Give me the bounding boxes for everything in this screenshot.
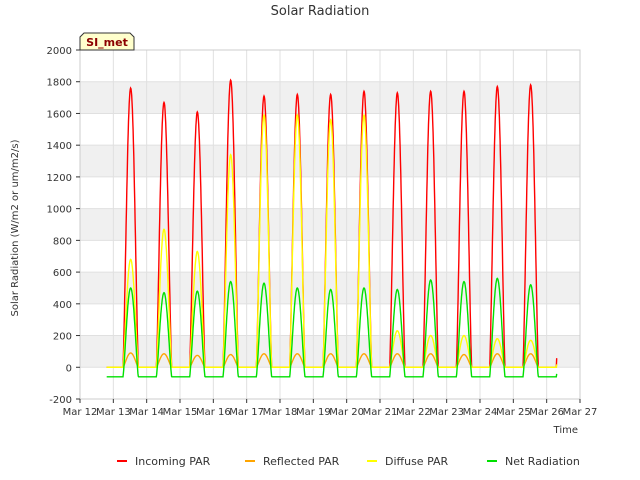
x-tick-label: Mar 16 xyxy=(196,407,231,418)
plot-area-frame xyxy=(79,49,581,400)
legend-label: Diffuse PAR xyxy=(385,455,449,468)
x-tick-label: Mar 27 xyxy=(563,407,598,418)
x-axis-label: Time xyxy=(553,425,578,436)
x-tick-label: Mar 24 xyxy=(463,407,498,418)
y-tick-label: 800 xyxy=(53,236,72,247)
x-tick-label: Mar 12 xyxy=(63,407,98,418)
legend: Incoming PAR Reflected PAR Diffuse PAR Net … xyxy=(117,455,580,468)
background-band xyxy=(80,145,580,177)
x-tick-label: Mar 22 xyxy=(396,407,431,418)
y-axis-label: Solar Radiation (W/m2 or um/m2/s) xyxy=(10,139,21,316)
x-tick-label: Mar 26 xyxy=(529,407,564,418)
legend-label: Reflected PAR xyxy=(263,455,340,468)
badge-label: SI_met xyxy=(86,36,128,49)
x-tick-label: Mar 13 xyxy=(96,407,131,418)
x-tick-label: Mar 25 xyxy=(496,407,531,418)
badge-shape xyxy=(79,32,135,51)
y-tick-label: 1800 xyxy=(47,78,72,89)
x-tick-label: Mar 19 xyxy=(296,407,331,418)
y-tick-label: 1200 xyxy=(47,173,72,184)
x-tick-label: Mar 14 xyxy=(129,407,164,418)
background-band xyxy=(80,335,580,368)
y-tick-label: 0 xyxy=(66,363,72,374)
y-tick-label: 1000 xyxy=(47,205,72,216)
x-tick-label: Mar 21 xyxy=(363,407,398,418)
chart-title: Solar Radiation xyxy=(271,4,370,19)
y-tick-label: 2000 xyxy=(47,46,72,57)
legend-item: Reflected PAR xyxy=(245,455,340,468)
y-tick-label: 1400 xyxy=(47,141,72,152)
y-tick-label: 200 xyxy=(53,332,72,343)
series-line-diffuse-par xyxy=(106,113,558,368)
x-tick-label: Mar 17 xyxy=(229,407,264,418)
background-band xyxy=(80,272,580,304)
legend-item: Incoming PAR xyxy=(117,455,211,468)
legend-item: Diffuse PAR xyxy=(367,455,449,468)
series-layer xyxy=(106,78,558,378)
background-band xyxy=(80,208,580,241)
y-tick-label: 600 xyxy=(53,268,72,279)
x-tick-label: Mar 15 xyxy=(163,407,198,418)
y-axis-ticks: -200 0 200 400 600 800 1000 1200 1400 1600 1800 200… xyxy=(47,46,80,406)
station-badge: SI_met xyxy=(79,32,135,51)
legend-label: Incoming PAR xyxy=(135,455,211,468)
series-line-net-radiation xyxy=(106,277,558,378)
legend-label: Net Radiation xyxy=(505,455,580,468)
y-tick-label: -200 xyxy=(49,395,72,406)
y-tick-label: 400 xyxy=(53,300,72,311)
y-tick-label: 1600 xyxy=(47,109,72,120)
x-tick-label: Mar 23 xyxy=(429,407,464,418)
x-tick-label: Mar 20 xyxy=(329,407,364,418)
legend-item: Net Radiation xyxy=(487,455,580,468)
x-tick-label: Mar 18 xyxy=(263,407,298,418)
